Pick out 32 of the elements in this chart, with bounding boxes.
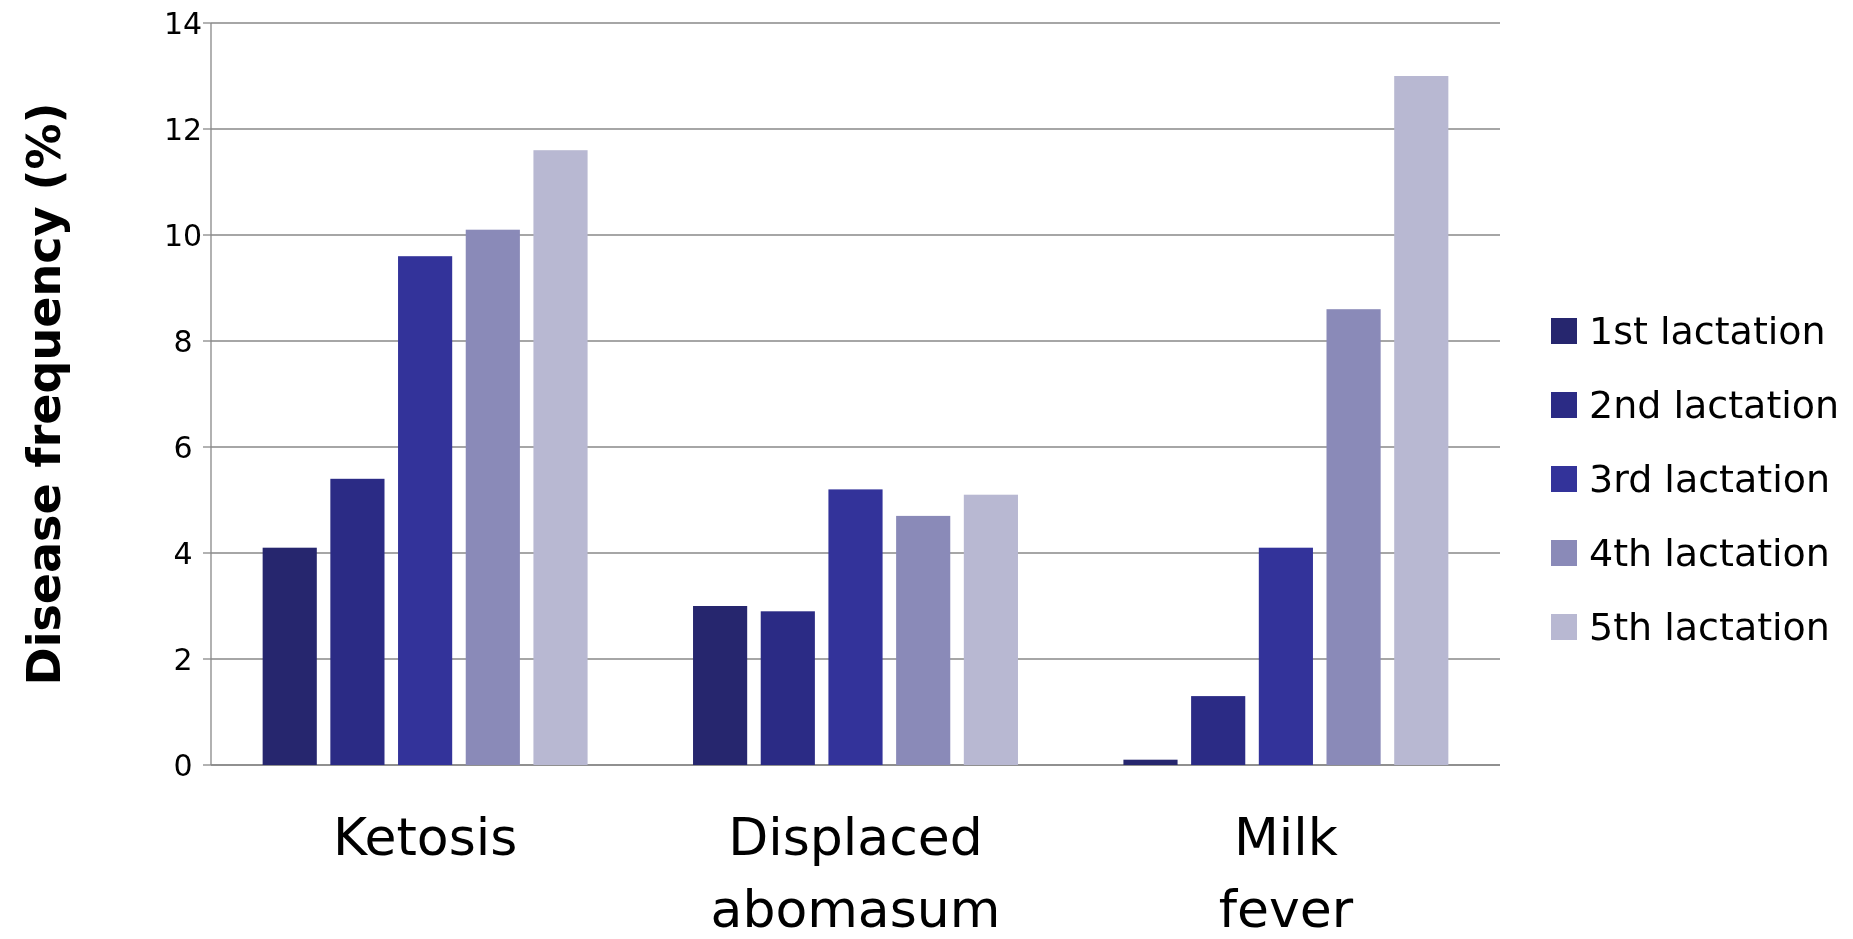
x-tick-label: Milk fever	[1218, 807, 1354, 939]
legend-label: 1st lactation	[1589, 309, 1826, 353]
y-tick-label: 8	[173, 323, 193, 359]
bar	[398, 256, 453, 765]
x-tick-label: Ketosis	[332, 807, 518, 867]
x-tick-label: Displaced abomasum	[710, 807, 1001, 939]
bar	[760, 611, 815, 765]
legend-label: 3rd lactation	[1589, 457, 1831, 501]
y-tick-label: 10	[163, 217, 203, 253]
bar	[693, 606, 748, 765]
bar	[1191, 696, 1246, 765]
bar	[262, 547, 317, 765]
bar	[1394, 76, 1449, 765]
bar	[533, 150, 588, 765]
legend-label: 2nd lactation	[1589, 383, 1840, 427]
bar	[330, 478, 385, 765]
bar	[828, 489, 883, 765]
bar	[963, 494, 1018, 765]
bar	[1326, 309, 1381, 765]
y-tick-label: 6	[173, 429, 193, 465]
bar	[1123, 759, 1178, 765]
bar	[1258, 547, 1313, 765]
legend-label: 5th lactation	[1589, 605, 1830, 649]
y-tick-label: 12	[163, 111, 203, 147]
y-tick-label: 4	[173, 535, 193, 571]
bar	[896, 515, 951, 765]
legend-label: 4th lactation	[1589, 531, 1830, 575]
y-tick-label: 0	[173, 747, 193, 783]
y-axis-title: Disease frequency (%)	[17, 102, 71, 686]
y-tick-label: 14	[163, 5, 203, 41]
y-tick-label: 2	[173, 641, 193, 677]
bar	[465, 229, 520, 765]
